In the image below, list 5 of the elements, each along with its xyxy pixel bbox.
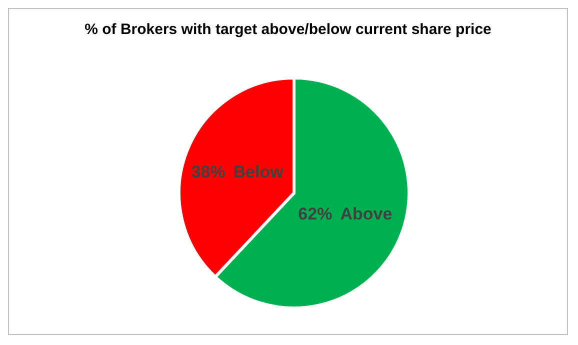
chart-title: % of Brokers with target above/below current share price: [84, 21, 492, 38]
data-label: 38%: [191, 162, 226, 182]
data-label: 62%: [298, 204, 332, 224]
slice-label: Below: [233, 162, 284, 182]
slice-label: Above: [340, 204, 392, 224]
